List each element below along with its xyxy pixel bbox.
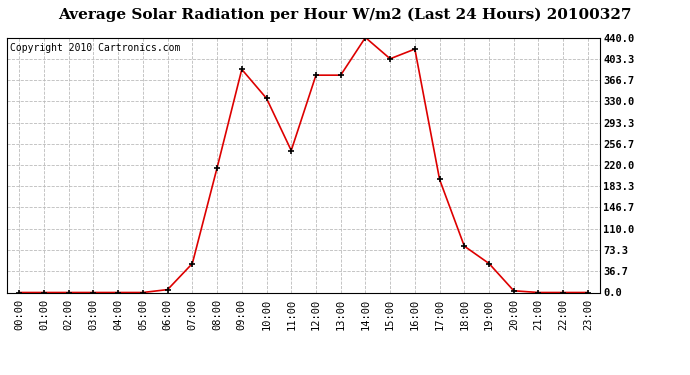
Text: Average Solar Radiation per Hour W/m2 (Last 24 Hours) 20100327: Average Solar Radiation per Hour W/m2 (L… [58,8,632,22]
Text: Copyright 2010 Cartronics.com: Copyright 2010 Cartronics.com [10,43,180,52]
